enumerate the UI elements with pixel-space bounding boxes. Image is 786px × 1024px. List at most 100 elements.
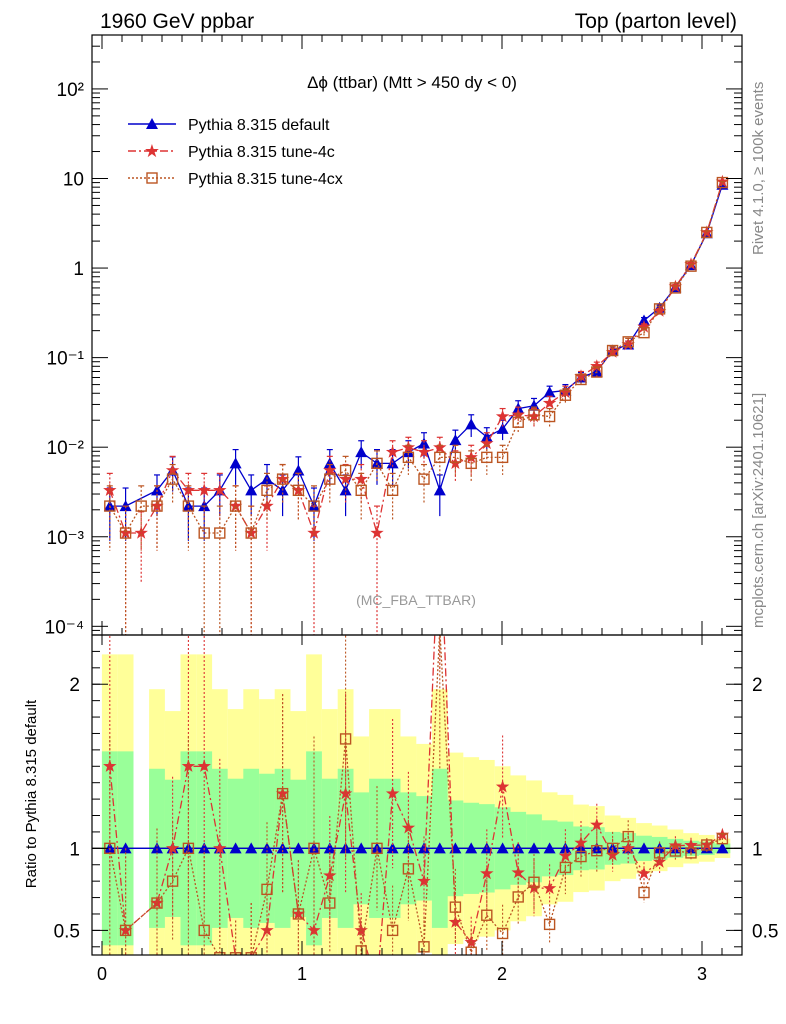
- ratio-y-tick-label-right: 0.5: [752, 921, 778, 942]
- point-tune4cx: [528, 409, 540, 421]
- point-tune4c: [150, 499, 164, 512]
- ratio-point-tune4cx: [512, 891, 524, 903]
- point-default: [590, 365, 603, 377]
- point-tune4cx: [119, 527, 132, 539]
- ratio-point-default: [292, 842, 305, 854]
- ratio-point-tune4cx: [528, 876, 540, 888]
- ratio-uncertainty-bands: [92, 654, 742, 955]
- process-label: Top (parton level): [575, 10, 737, 33]
- legend-marker-tune4c: ★: [144, 141, 160, 162]
- point-tune4cx: [324, 473, 336, 485]
- ratio-point-tune4c: [558, 849, 573, 862]
- ratio-point-tune4cx: [434, 635, 446, 636]
- ratio-point-tune4cx: [229, 952, 242, 955]
- point-default: [465, 418, 478, 430]
- point-default: [496, 422, 509, 434]
- x-tick-label: 2: [497, 964, 507, 984]
- point-tune4c: [590, 359, 604, 372]
- ratio-point-default: [151, 842, 163, 854]
- ratio-point-tune4c: [417, 874, 431, 887]
- y-tick-label: 10⁻¹: [47, 349, 85, 370]
- ratio-point-tune4cx: [606, 842, 619, 855]
- point-default: [480, 430, 493, 442]
- point-tune4cx: [292, 484, 305, 497]
- point-tune4cx: [716, 176, 729, 189]
- point-default: [449, 434, 462, 446]
- ratio-y-tick-label-right: 1: [752, 839, 763, 860]
- point-tune4cx: [543, 410, 556, 423]
- point-tune4cx: [559, 389, 572, 401]
- ratio-point-tune4c: [652, 855, 667, 868]
- point-tune4c: [181, 483, 196, 496]
- ratio-point-tune4cx: [543, 918, 556, 931]
- ratio-point-default: [638, 842, 650, 854]
- ratio-ylabel: Ratio to Pythia 8.315 default: [23, 699, 40, 888]
- ratio-point-tune4cx: [622, 830, 634, 843]
- ratio-point-tune4cx: [638, 886, 650, 899]
- ratio-point-tune4cx: [653, 847, 666, 859]
- x-tick-label: 1: [297, 964, 307, 984]
- ratio-point-default: [543, 842, 556, 854]
- ratio-point-default: [229, 842, 242, 854]
- point-default: [418, 437, 430, 449]
- point-tune4cx: [669, 282, 682, 294]
- ratio-point-tune4c: [385, 786, 400, 800]
- ratio-point-default: [198, 842, 211, 854]
- point-tune4cx: [496, 451, 509, 464]
- ratio-point-tune4cx: [261, 883, 273, 896]
- ratio-point-tune4cx: [214, 952, 226, 955]
- legend-entry-default: Pythia 8.315 default: [128, 117, 330, 134]
- legend-entry-tune4cx: Pythia 8.315 tune-4cx: [128, 171, 343, 188]
- ratio-point-tune4cx: [685, 847, 697, 859]
- ratio-point-default: [355, 842, 368, 854]
- ratio-point-tune4c: [637, 866, 651, 880]
- ratio-point-tune4c: [605, 848, 620, 861]
- ratio-point-tune4cx: [481, 909, 493, 921]
- point-tune4c: [118, 526, 133, 539]
- ratio-point-tune4cx: [276, 787, 289, 800]
- ratio-point-tune4c: [370, 978, 383, 991]
- point-tune4cx: [481, 451, 493, 464]
- point-tune4cx: [465, 457, 477, 470]
- ratio-point-tune4cx: [418, 941, 430, 953]
- ratio-point-tune4cx: [386, 924, 399, 937]
- point-tune4cx: [198, 527, 210, 539]
- ratio-point-default: [245, 842, 258, 854]
- ratio-y-tick-label: 0.5: [54, 921, 80, 942]
- point-default: [229, 457, 242, 469]
- ratio-point-tune4c: [668, 838, 683, 852]
- series-line-tune4cx: [109, 182, 724, 535]
- ratio-panel-series: [103, 635, 730, 991]
- point-tune4cx: [166, 473, 179, 485]
- point-tune4cx: [261, 484, 273, 497]
- rivet-label: Rivet 4.1.0, ≥ 100k events: [750, 82, 767, 255]
- ratio-point-tune4c: [590, 817, 604, 831]
- ratio-point-tune4c: [495, 779, 510, 793]
- point-tune4cx: [355, 484, 367, 497]
- point-tune4c: [307, 526, 321, 539]
- ratio-point-default: [559, 842, 572, 854]
- ratio-point-tune4cx: [669, 845, 682, 857]
- point-tune4c: [637, 320, 651, 333]
- point-default: [386, 457, 399, 469]
- point-tune4cx: [135, 500, 147, 512]
- ratio-point-tune4cx: [119, 924, 132, 937]
- ratio-point-default: [323, 842, 336, 854]
- ratio-point-tune4c: [542, 881, 557, 894]
- ratio-point-tune4cx: [371, 842, 383, 855]
- point-tune4cx: [434, 451, 446, 464]
- point-tune4c: [213, 483, 227, 496]
- analysis-watermark: (MC_FBA_TTBAR): [356, 592, 476, 608]
- point-tune4c: [495, 409, 510, 423]
- main-panel-series: [103, 174, 730, 635]
- ratio-y-tick-label: 2: [69, 675, 80, 696]
- ratio-point-tune4cx: [355, 945, 367, 955]
- point-tune4cx: [151, 500, 163, 512]
- legend-label-tune4cx: Pythia 8.315 tune-4cx: [188, 171, 343, 188]
- ratio-point-default: [308, 842, 320, 854]
- series-default: [103, 178, 729, 541]
- ratio-point-tune4cx: [591, 844, 603, 857]
- point-default: [292, 464, 305, 476]
- point-default: [433, 484, 446, 496]
